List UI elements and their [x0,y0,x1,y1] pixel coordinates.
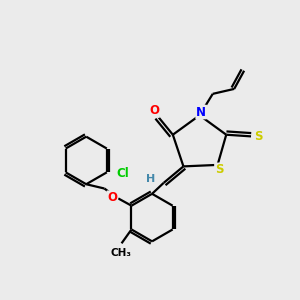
Text: CH₃: CH₃ [110,248,131,258]
Text: H: H [146,174,156,184]
Text: N: N [196,106,206,118]
Text: Cl: Cl [116,167,129,181]
Text: O: O [149,104,159,117]
Text: O: O [107,191,117,204]
Text: S: S [254,130,262,143]
Text: S: S [215,164,224,176]
